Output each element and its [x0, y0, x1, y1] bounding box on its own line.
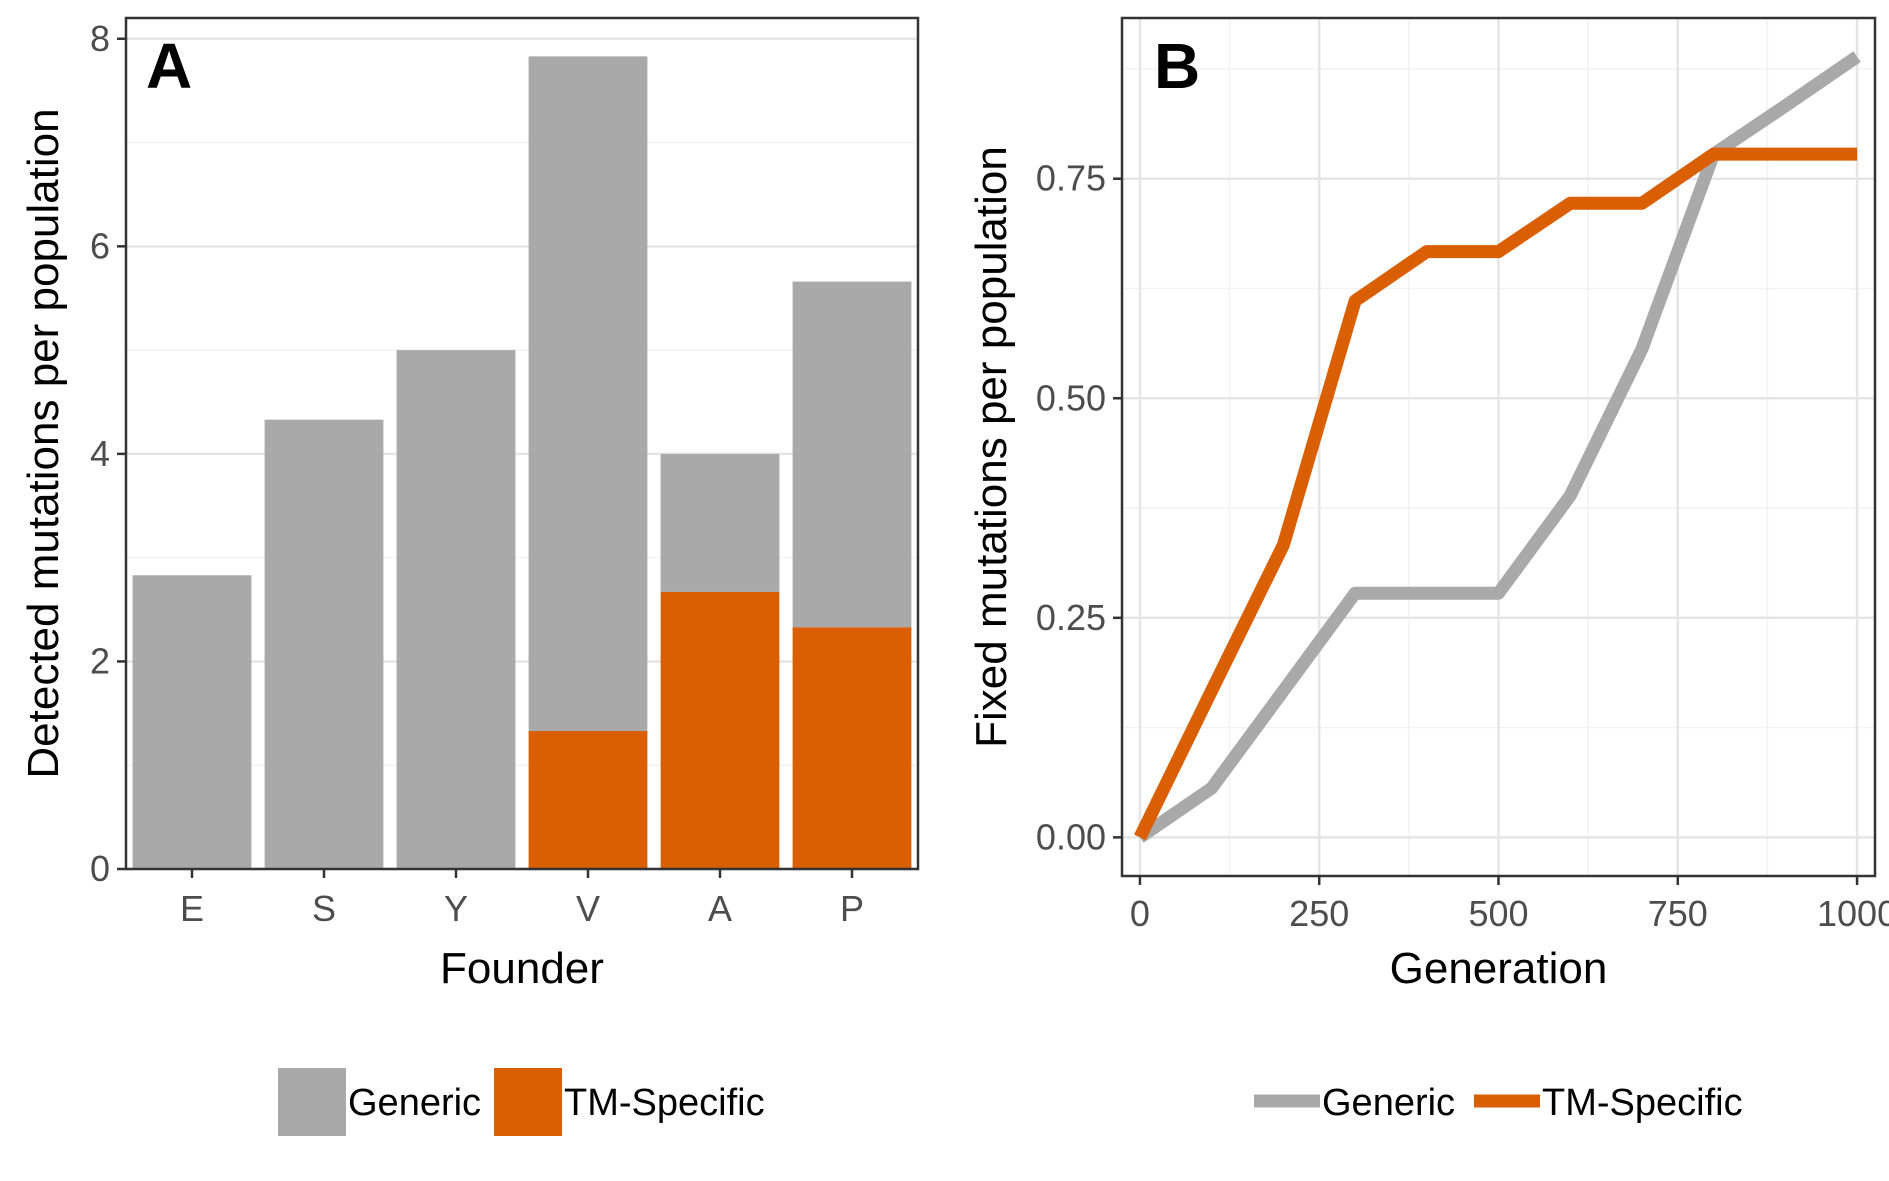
panel-b-legend: Generic TM-Specific: [1254, 1082, 1743, 1124]
x-tick-label: S: [312, 888, 336, 929]
panel-a-bars: [132, 56, 912, 870]
bar-E-generic: [132, 575, 252, 869]
bar-S-generic: [264, 419, 384, 869]
panel-a-frame: [124, 16, 920, 871]
bar-P-generic: [792, 281, 912, 628]
x-tick-label: 500: [1468, 893, 1528, 934]
panel-a-y-axis-title: Detected mutations per population: [19, 108, 68, 778]
panel-a-grid: [126, 37, 918, 871]
bar-A-tm-specific: [660, 591, 780, 869]
panel-b-grid: [1122, 18, 1875, 876]
legend-label: TM-Specific: [564, 1082, 765, 1124]
panel-a-legend: Generic TM-Specific: [278, 1068, 765, 1136]
legend-label: Generic: [1322, 1082, 1455, 1124]
x-tick-label: Y: [444, 888, 468, 929]
panel-a-ticks: 0 2 4 6 8 E S Y V A P: [90, 18, 864, 929]
series-line-tm-specific: [1134, 147, 1858, 841]
panel-a-x-axis-title: Founder: [440, 944, 604, 993]
x-tick-label: A: [708, 888, 732, 929]
x-tick-label: 250: [1289, 893, 1349, 934]
series-line-generic: [1136, 51, 1861, 843]
y-tick-label: 0.50: [1036, 377, 1106, 418]
legend-key-tm-specific: [494, 1068, 562, 1136]
legend-label: TM-Specific: [1542, 1082, 1743, 1124]
y-tick-label: 8: [90, 18, 110, 59]
legend-label: Generic: [348, 1082, 481, 1124]
x-tick-label: P: [840, 888, 864, 929]
y-tick-label: 0.75: [1036, 158, 1106, 199]
y-tick-label: 0: [90, 848, 110, 889]
y-tick-label: 0.25: [1036, 597, 1106, 638]
y-tick-label: 4: [90, 433, 110, 474]
panel-b-x-axis-title: Generation: [1390, 944, 1608, 993]
bar-V-generic: [528, 56, 648, 731]
x-tick-label: 0: [1130, 893, 1150, 934]
panel-b-y-axis-title: Fixed mutations per population: [967, 146, 1016, 748]
panel-b-lines: [1134, 51, 1861, 843]
legend-key-generic: [278, 1068, 346, 1136]
panel-b-tag: B: [1154, 30, 1200, 102]
bar-V-tm-specific: [528, 730, 648, 869]
bar-Y-generic: [396, 350, 516, 870]
x-tick-label: 1000: [1817, 893, 1889, 934]
y-tick-label: 0.00: [1036, 816, 1106, 857]
y-tick-label: 6: [90, 225, 110, 266]
bar-P-tm-specific: [792, 627, 912, 869]
panel-a-tag: A: [146, 30, 192, 102]
panel-a: 0 2 4 6 8 E S Y V A P A Founder Detected mutations…: [19, 16, 920, 1136]
x-tick-label: V: [576, 888, 600, 929]
bar-A-generic: [660, 453, 780, 592]
panel-b: 0.00 0.25 0.50 0.75 0 250 500 750 1000 B Generat…: [967, 16, 1889, 1124]
y-tick-label: 2: [90, 640, 110, 681]
panel-b-ticks: 0.00 0.25 0.50 0.75 0 250 500 750 1000: [1036, 158, 1889, 934]
x-tick-label: E: [180, 888, 204, 929]
x-tick-label: 750: [1648, 893, 1708, 934]
